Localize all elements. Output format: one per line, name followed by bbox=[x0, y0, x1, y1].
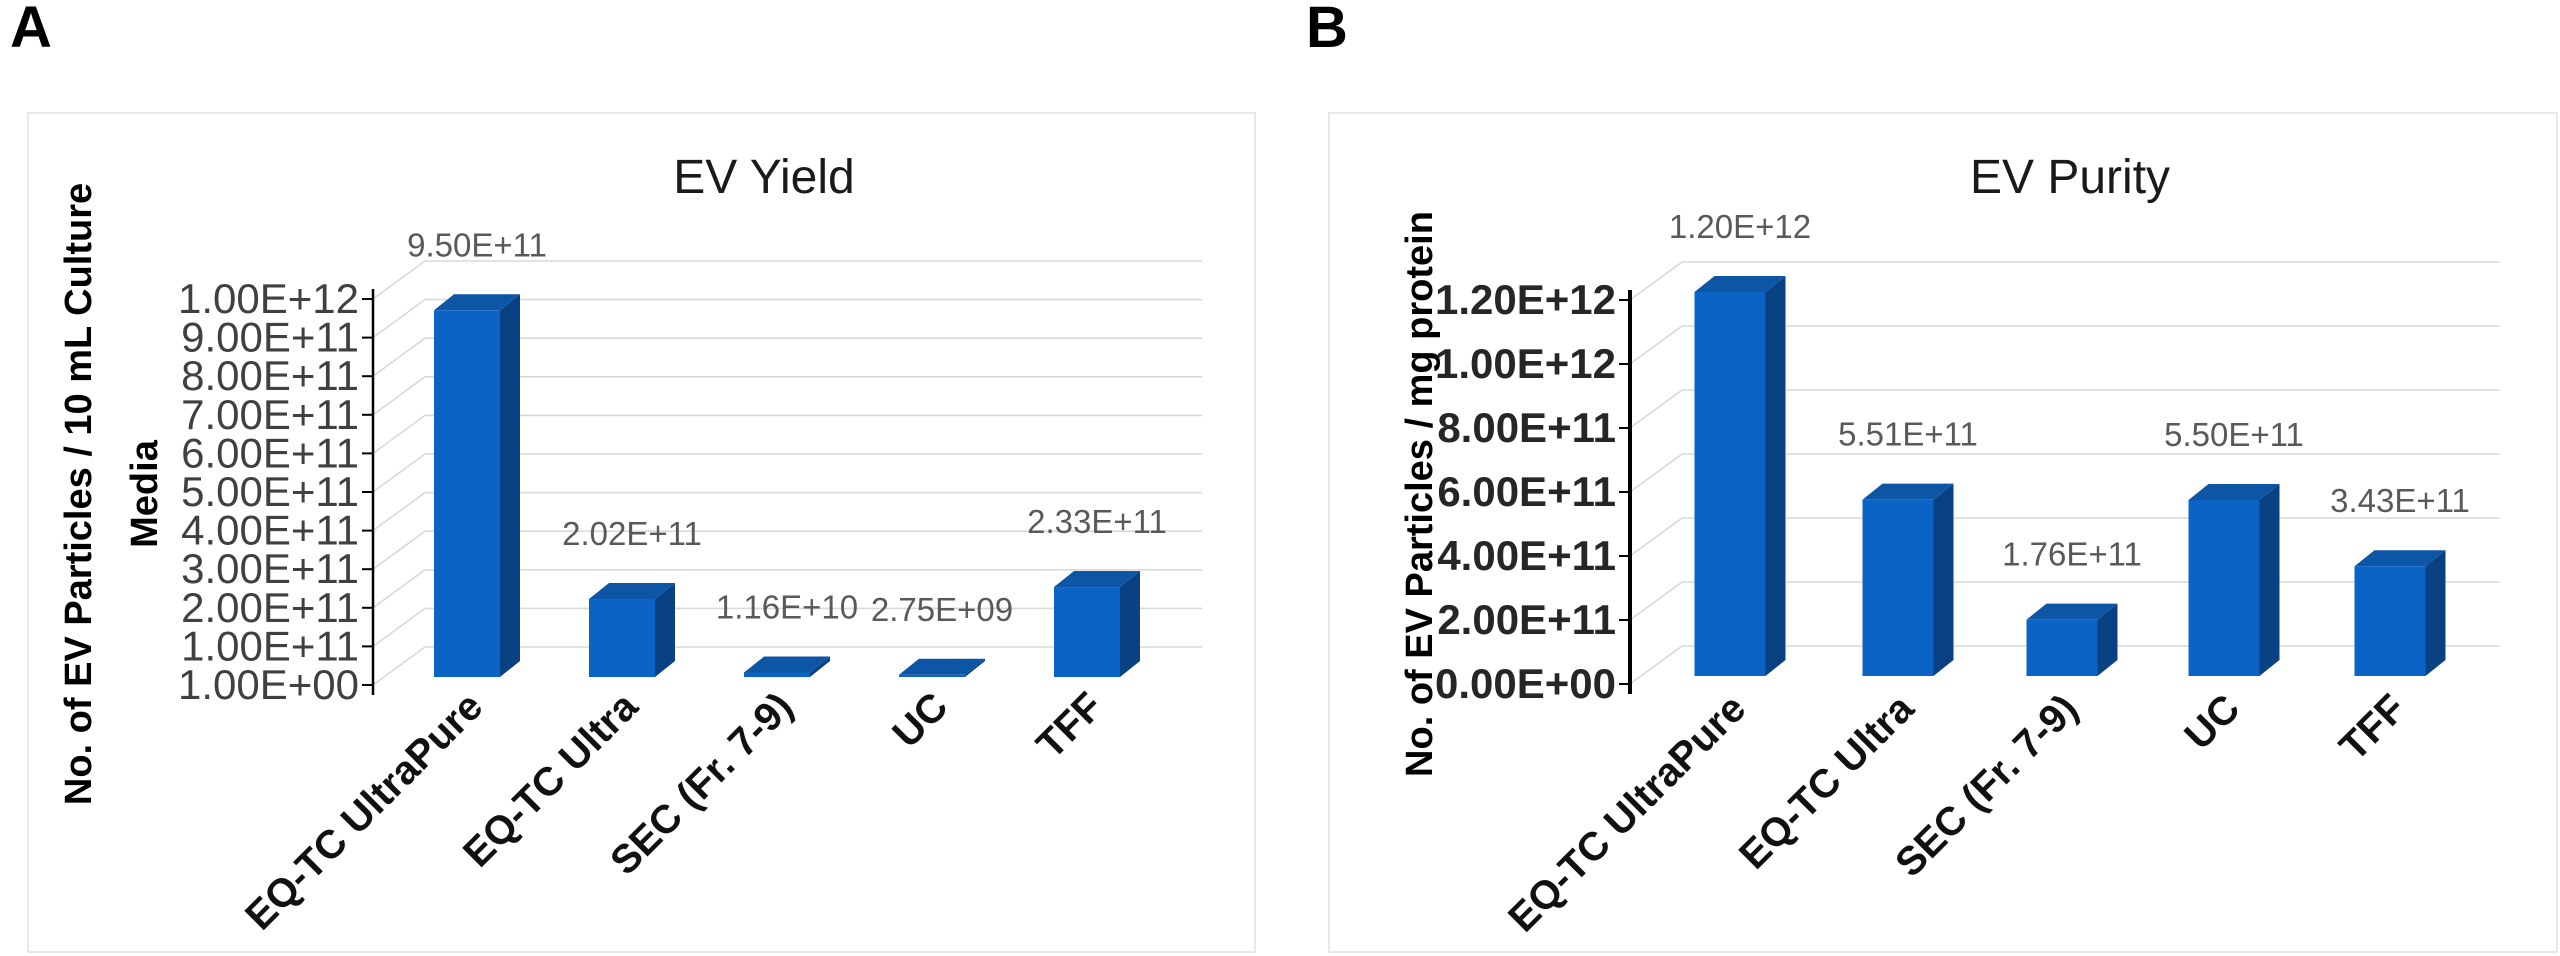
y-tick-label: 4.00E+11 bbox=[181, 507, 359, 554]
y-tick-label: 1.00E+12 bbox=[178, 275, 359, 322]
bar-sec-fr-7-9 bbox=[744, 672, 810, 677]
bar-uc bbox=[899, 674, 965, 677]
bar-sec-fr-7-9-side bbox=[810, 656, 830, 677]
bar-sec-fr-7-9-top bbox=[2026, 603, 2118, 620]
x-category-label: TFF bbox=[1028, 684, 1111, 767]
bar-eq-tc-ultra-side bbox=[1933, 483, 1954, 676]
bar-chart-plot: 1.20E+12 1.00E+12 8.00E+11 6.00E+11 4.00E+11… bbox=[1435, 208, 2500, 941]
bar-value-label: 2.75E+09 bbox=[871, 591, 1013, 628]
bar-eq-tc-ultrapure-side bbox=[500, 294, 520, 677]
bar-tff bbox=[1054, 587, 1120, 677]
bar-value-label: 9.50E+11 bbox=[407, 226, 547, 263]
y-tick-label: 8.00E+11 bbox=[1437, 404, 1616, 451]
x-category-label: TFF bbox=[2331, 686, 2414, 769]
bar-value-label: 2.02E+11 bbox=[562, 515, 702, 552]
bar-tff-top bbox=[2354, 550, 2446, 567]
gridline bbox=[372, 569, 1202, 609]
y-tick-label: 2.00E+11 bbox=[181, 584, 359, 631]
bar-tff bbox=[2354, 566, 2426, 676]
bar-eq-tc-ultra-side bbox=[655, 583, 675, 677]
bar-tff-top bbox=[1054, 571, 1140, 588]
y-tick-label: 1.00E+00 bbox=[178, 661, 359, 708]
bar-eq-tc-ultra-top bbox=[589, 583, 675, 600]
chart-title: EV Yield bbox=[673, 151, 855, 204]
bar-sec-fr-7-9-side bbox=[2097, 603, 2118, 676]
bar-sec-fr-7-9-top bbox=[744, 656, 830, 673]
gridline bbox=[372, 491, 1202, 532]
bar-value-label: 2.33E+11 bbox=[1027, 503, 1167, 540]
y-tick-label: 9.00E+11 bbox=[181, 314, 359, 361]
gridline bbox=[372, 376, 1202, 416]
y-tick-label: 8.00E+11 bbox=[181, 352, 359, 399]
bar-uc-top bbox=[899, 658, 985, 675]
y-tick-label: 5.00E+11 bbox=[181, 468, 359, 515]
bar-value-label: 1.16E+10 bbox=[716, 589, 858, 626]
gridline bbox=[372, 607, 1202, 648]
gridline bbox=[372, 337, 1202, 377]
x-category-label: EQ-TC UltraPure bbox=[237, 684, 491, 938]
panel-label-a: A bbox=[10, 0, 52, 60]
x-category-label: EQ-TC UltraPure bbox=[1500, 686, 1754, 940]
gridline bbox=[372, 260, 1202, 300]
bar-eq-tc-ultrapure-top bbox=[1694, 276, 1786, 292]
bar-eq-tc-ultra-top bbox=[1862, 483, 1954, 500]
bar-uc bbox=[2188, 500, 2260, 676]
x-category-label: UC bbox=[2176, 686, 2248, 758]
y-tick-label: 6.00E+11 bbox=[1437, 468, 1616, 515]
bar-eq-tc-ultrapure bbox=[1694, 292, 1766, 676]
gridline bbox=[1629, 453, 2500, 493]
bar-uc-side bbox=[2259, 484, 2280, 676]
bar-sec-fr-7-9 bbox=[2026, 619, 2098, 676]
gridline bbox=[372, 298, 1202, 339]
bar-tff-side bbox=[1120, 571, 1140, 677]
bar-value-label: 1.76E+11 bbox=[2002, 536, 2142, 573]
gridline bbox=[372, 646, 1202, 686]
bar-uc-side bbox=[965, 658, 985, 677]
gridline bbox=[1629, 261, 2500, 301]
x-category-label: UC bbox=[884, 684, 956, 756]
bar-eq-tc-ultrapure-top bbox=[434, 294, 520, 311]
panel-label-b: B bbox=[1306, 0, 1348, 60]
chart-panel-ev-yield: EV Yield No. of EV Particles / 10 mL Cul… bbox=[27, 112, 1256, 953]
y-tick-label: 3.00E+11 bbox=[181, 545, 359, 592]
bar-chart-plot: 1.00E+129.00E+118.00E+117.00E+116.00E+11… bbox=[178, 226, 1202, 939]
bar-eq-tc-ultra bbox=[1862, 499, 1934, 676]
bar-value-label: 5.50E+11 bbox=[2164, 416, 2304, 453]
y-tick-label: 1.00E+12 bbox=[1435, 340, 1616, 387]
bar-uc-top bbox=[2188, 484, 2280, 500]
bar-tff-side bbox=[2425, 550, 2446, 676]
gridline bbox=[372, 530, 1202, 570]
bar-value-label: 3.43E+11 bbox=[2330, 482, 2470, 519]
gridline bbox=[1629, 325, 2500, 365]
y-tick-label: 1.20E+12 bbox=[1435, 276, 1616, 323]
bar-value-label: 1.20E+12 bbox=[1669, 208, 1811, 245]
y-tick-label: 7.00E+11 bbox=[181, 391, 359, 438]
gridline bbox=[1629, 389, 2500, 429]
bar-eq-tc-ultrapure-side bbox=[1765, 276, 1786, 676]
y-tick-label: 2.00E+11 bbox=[1437, 596, 1616, 643]
y-tick-label: 4.00E+11 bbox=[1437, 532, 1616, 579]
chart-title: EV Purity bbox=[1969, 151, 2171, 204]
bar-eq-tc-ultrapure bbox=[434, 310, 500, 677]
gridline bbox=[372, 414, 1202, 455]
y-tick-label: 0.00E+00 bbox=[1435, 660, 1616, 707]
gridline bbox=[372, 453, 1202, 493]
y-tick-label: 1.00E+11 bbox=[181, 622, 359, 669]
y-tick-label: 6.00E+11 bbox=[181, 429, 359, 476]
chart-panel-ev-purity: EV Purity No. of EV Particles / mg prote… bbox=[1328, 112, 2558, 953]
bar-eq-tc-ultra bbox=[589, 599, 655, 677]
bar-value-label: 5.51E+11 bbox=[1838, 416, 1978, 453]
